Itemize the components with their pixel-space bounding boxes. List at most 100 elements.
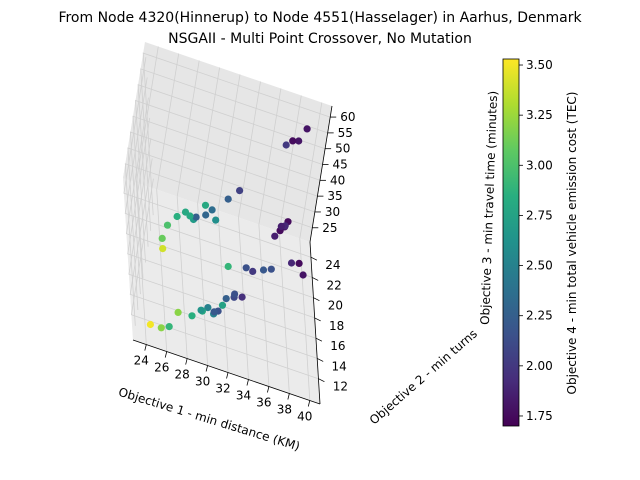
data-point <box>238 293 246 301</box>
gridline-x <box>217 74 241 373</box>
y-tick <box>310 256 318 261</box>
y-tick-label: 18 <box>329 319 344 333</box>
pane-floor <box>123 178 320 404</box>
tick-labels: 24 26 28 30 32 34 36 38 40 12 14 16 18 20 22 24 25 30 35 40… <box>134 110 356 423</box>
data-point <box>222 295 230 303</box>
y-tick-label: 20 <box>328 299 343 313</box>
colorbar-tick-label: 2.25 <box>526 309 553 323</box>
gridline-x <box>135 46 159 345</box>
x-tick <box>246 379 249 386</box>
gridline-z <box>132 115 321 279</box>
colorbar-tick-label: 3.25 <box>526 108 553 122</box>
x-tick <box>185 358 188 365</box>
data-point <box>267 265 275 273</box>
y-axis-label: Objective 2 - min turns <box>367 327 480 428</box>
data-point <box>173 212 181 221</box>
data-point <box>295 137 303 145</box>
data-point <box>210 308 218 316</box>
gridline-y <box>130 178 319 380</box>
data-point <box>289 137 297 145</box>
gridline-x <box>156 53 180 352</box>
colorbar-tick-label: 3.00 <box>526 158 553 172</box>
y-tick-label: 14 <box>332 359 347 373</box>
z-tick-label: 30 <box>325 205 340 219</box>
y-tick <box>317 358 324 362</box>
data-point <box>159 245 167 253</box>
z-tick-label: 40 <box>330 173 345 187</box>
x-tick <box>267 386 270 393</box>
z-tick-label: 55 <box>338 126 353 140</box>
gridline-y <box>125 97 314 299</box>
data-point <box>208 206 216 214</box>
x-tick <box>144 344 147 351</box>
y-tick <box>315 337 323 342</box>
data-point <box>231 290 239 298</box>
axes-panes <box>123 42 332 404</box>
y-tick <box>318 378 325 383</box>
chart-title-line1: From Node 4320(Hinnerup) to Node 4551(Ha… <box>58 10 582 26</box>
z-tick-label: 45 <box>333 158 348 172</box>
data-point <box>236 187 244 195</box>
x-tick <box>287 393 290 400</box>
gridline-y <box>124 77 313 278</box>
y-tick <box>313 297 320 302</box>
data-point <box>218 301 227 309</box>
colorbar-tick-label: 3.50 <box>526 58 553 72</box>
y-tick-label: 12 <box>333 380 348 394</box>
z-tick-label: 35 <box>327 189 342 203</box>
data-point <box>295 259 303 267</box>
colorbar-ticks: 1.75 2.00 2.25 2.50 2.75 3.00 3.25 3.50 <box>519 58 553 423</box>
z-axis-line <box>309 105 333 243</box>
data-point <box>165 323 173 331</box>
x-tick-label: 36 <box>256 396 271 410</box>
y-axis-line <box>309 241 321 405</box>
colorbar-tick-label: 2.00 <box>526 359 553 373</box>
data-point <box>181 208 190 216</box>
gridline-x <box>299 102 323 401</box>
data-point <box>212 216 220 224</box>
x-axis-label: Objective 1 - min distance (KM) <box>117 385 302 454</box>
gridline-x <box>258 88 282 387</box>
chart-title-line2: NSGAII - Multi Point Crossover, No Mutat… <box>168 31 472 47</box>
gridline-z <box>129 131 318 295</box>
gridline-x <box>176 60 200 359</box>
gridline-z <box>135 99 323 263</box>
data-point <box>224 262 232 271</box>
gridline-y <box>127 117 315 319</box>
y-tick-label: 22 <box>327 278 342 292</box>
gridline-z <box>142 52 331 216</box>
x-tick-label: 34 <box>236 389 251 403</box>
gridline-z <box>124 163 313 326</box>
gridline-y <box>128 138 317 339</box>
data-point <box>158 234 166 242</box>
x-tick-label: 40 <box>297 410 312 424</box>
gridline-z <box>127 147 316 311</box>
colorbar <box>502 58 520 427</box>
x-tick <box>307 400 311 407</box>
data-point <box>249 267 257 275</box>
y-tick-label: 24 <box>325 258 340 272</box>
x-tick-label: 32 <box>215 382 230 396</box>
colorbar-tick-label: 2.50 <box>526 259 553 273</box>
x-tick-label: 28 <box>175 368 190 382</box>
data-point <box>303 125 311 133</box>
z-tick-label: 50 <box>335 142 350 156</box>
y-tick <box>314 317 321 322</box>
gridline-x <box>238 81 261 380</box>
x-tick-label: 30 <box>195 375 210 389</box>
data-point <box>299 271 307 279</box>
axes-grid <box>123 46 331 401</box>
colorbar-tick-label: 1.75 <box>526 409 553 423</box>
data-point <box>188 312 196 320</box>
x-tick-label: 24 <box>134 354 149 368</box>
axes-lines <box>132 105 337 407</box>
data-points <box>146 125 311 332</box>
data-point <box>157 324 165 332</box>
data-point <box>259 266 268 274</box>
gridline-y <box>123 57 312 258</box>
data-point <box>242 264 250 272</box>
x-tick <box>226 372 229 379</box>
x-tick-label: 38 <box>277 403 292 417</box>
z-tick-label: 25 <box>322 221 337 235</box>
